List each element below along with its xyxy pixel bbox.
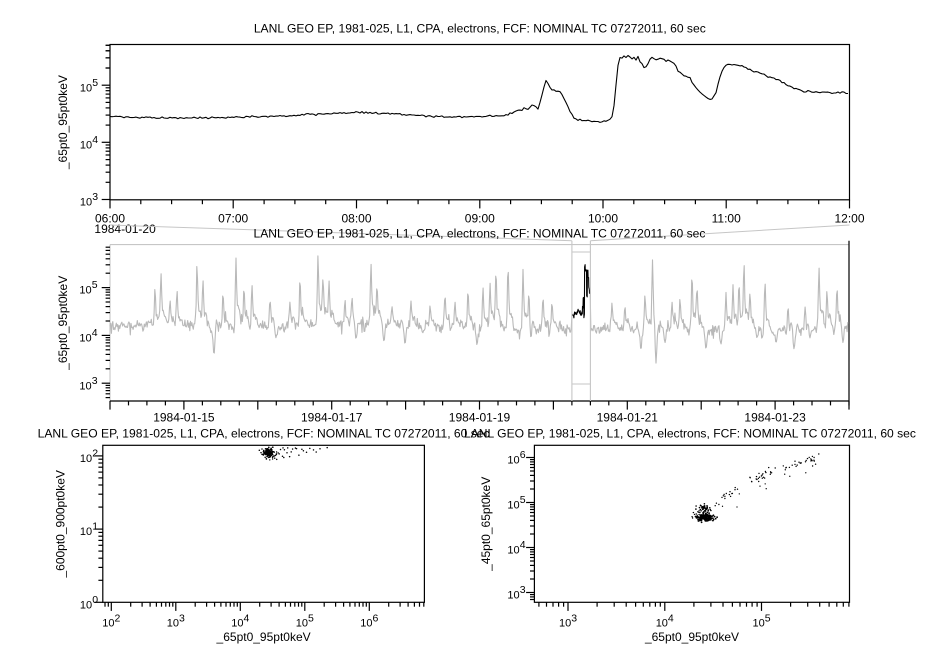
svg-text:1984-01-23: 1984-01-23 <box>744 411 806 425</box>
svg-text:10: 10 <box>360 618 372 630</box>
svg-text:3: 3 <box>92 191 98 203</box>
svg-text:4: 4 <box>520 539 526 551</box>
svg-text:10: 10 <box>167 618 179 630</box>
svg-text:10:00: 10:00 <box>588 211 618 225</box>
svg-text:10: 10 <box>80 197 92 209</box>
svg-text:10: 10 <box>80 82 92 94</box>
svg-text:0: 0 <box>92 594 98 606</box>
svg-text:LANL GEO EP, 1981-025, L1, CPA: LANL GEO EP, 1981-025, L1, CPA, electron… <box>254 22 706 36</box>
svg-text:4: 4 <box>244 613 250 625</box>
svg-text:LANL GEO EP, 1981-025, L1, CPA: LANL GEO EP, 1981-025, L1, CPA, electron… <box>254 227 706 241</box>
svg-text:3: 3 <box>92 375 98 387</box>
svg-text:11:00: 11:00 <box>712 211 741 225</box>
svg-text:_65pt0_95pt0keV: _65pt0_95pt0keV <box>56 276 70 371</box>
svg-text:1: 1 <box>92 521 98 533</box>
svg-text:5: 5 <box>308 613 314 625</box>
svg-text:1984-01-19: 1984-01-19 <box>449 411 511 425</box>
svg-text:10: 10 <box>507 545 519 557</box>
svg-text:08:00: 08:00 <box>341 211 371 225</box>
svg-text:10: 10 <box>80 526 92 538</box>
svg-text:5: 5 <box>92 279 98 291</box>
svg-text:2: 2 <box>115 613 121 625</box>
svg-text:4: 4 <box>92 134 98 146</box>
svg-text:10: 10 <box>296 618 308 630</box>
svg-text:_65pt0_95pt0keV: _65pt0_95pt0keV <box>644 630 739 644</box>
svg-text:10: 10 <box>80 453 92 465</box>
svg-text:07:00: 07:00 <box>218 211 248 225</box>
svg-text:1984-01-21: 1984-01-21 <box>597 411 659 425</box>
svg-text:10: 10 <box>102 618 114 630</box>
svg-text:3: 3 <box>179 613 185 625</box>
svg-text:5: 5 <box>520 494 526 506</box>
svg-text:10: 10 <box>80 599 92 611</box>
svg-text:5: 5 <box>765 613 771 625</box>
svg-text:1984-01-15: 1984-01-15 <box>153 411 215 425</box>
svg-text:10: 10 <box>79 333 91 345</box>
svg-text:10: 10 <box>507 590 519 602</box>
svg-text:10: 10 <box>507 455 519 467</box>
svg-text:_600pt0_900pt0keV: _600pt0_900pt0keV <box>53 470 67 578</box>
svg-text:09:00: 09:00 <box>465 211 495 225</box>
svg-text:LANL GEO EP, 1981-025, L1, CPA: LANL GEO EP, 1981-025, L1, CPA, electron… <box>464 427 916 441</box>
svg-text:10: 10 <box>507 500 519 512</box>
svg-text:_65pt0_95pt0keV: _65pt0_95pt0keV <box>56 75 70 170</box>
svg-text:3: 3 <box>571 613 577 625</box>
svg-text:_65pt0_95pt0keV: _65pt0_95pt0keV <box>216 630 311 644</box>
svg-text:5: 5 <box>92 77 98 89</box>
svg-text:10: 10 <box>80 139 92 151</box>
svg-text:6: 6 <box>373 613 379 625</box>
svg-text:2: 2 <box>92 448 98 460</box>
svg-text:10: 10 <box>559 618 571 630</box>
svg-text:3: 3 <box>520 584 526 596</box>
svg-text:10: 10 <box>79 380 91 392</box>
svg-text:_45pt0_65pt0keV: _45pt0_65pt0keV <box>479 477 493 572</box>
svg-text:4: 4 <box>92 327 98 339</box>
svg-text:LANL GEO EP, 1981-025, L1, CPA: LANL GEO EP, 1981-025, L1, CPA, electron… <box>38 427 490 441</box>
svg-text:10: 10 <box>79 285 91 297</box>
svg-text:1984-01-17: 1984-01-17 <box>301 411 363 425</box>
svg-text:1984-01-20: 1984-01-20 <box>94 222 156 236</box>
svg-text:10: 10 <box>753 618 765 630</box>
svg-text:10: 10 <box>656 618 668 630</box>
svg-text:10: 10 <box>231 618 243 630</box>
svg-text:12:00: 12:00 <box>834 211 864 225</box>
svg-text:4: 4 <box>668 613 674 625</box>
svg-text:6: 6 <box>520 449 526 461</box>
svg-text:06:00: 06:00 <box>95 211 125 225</box>
